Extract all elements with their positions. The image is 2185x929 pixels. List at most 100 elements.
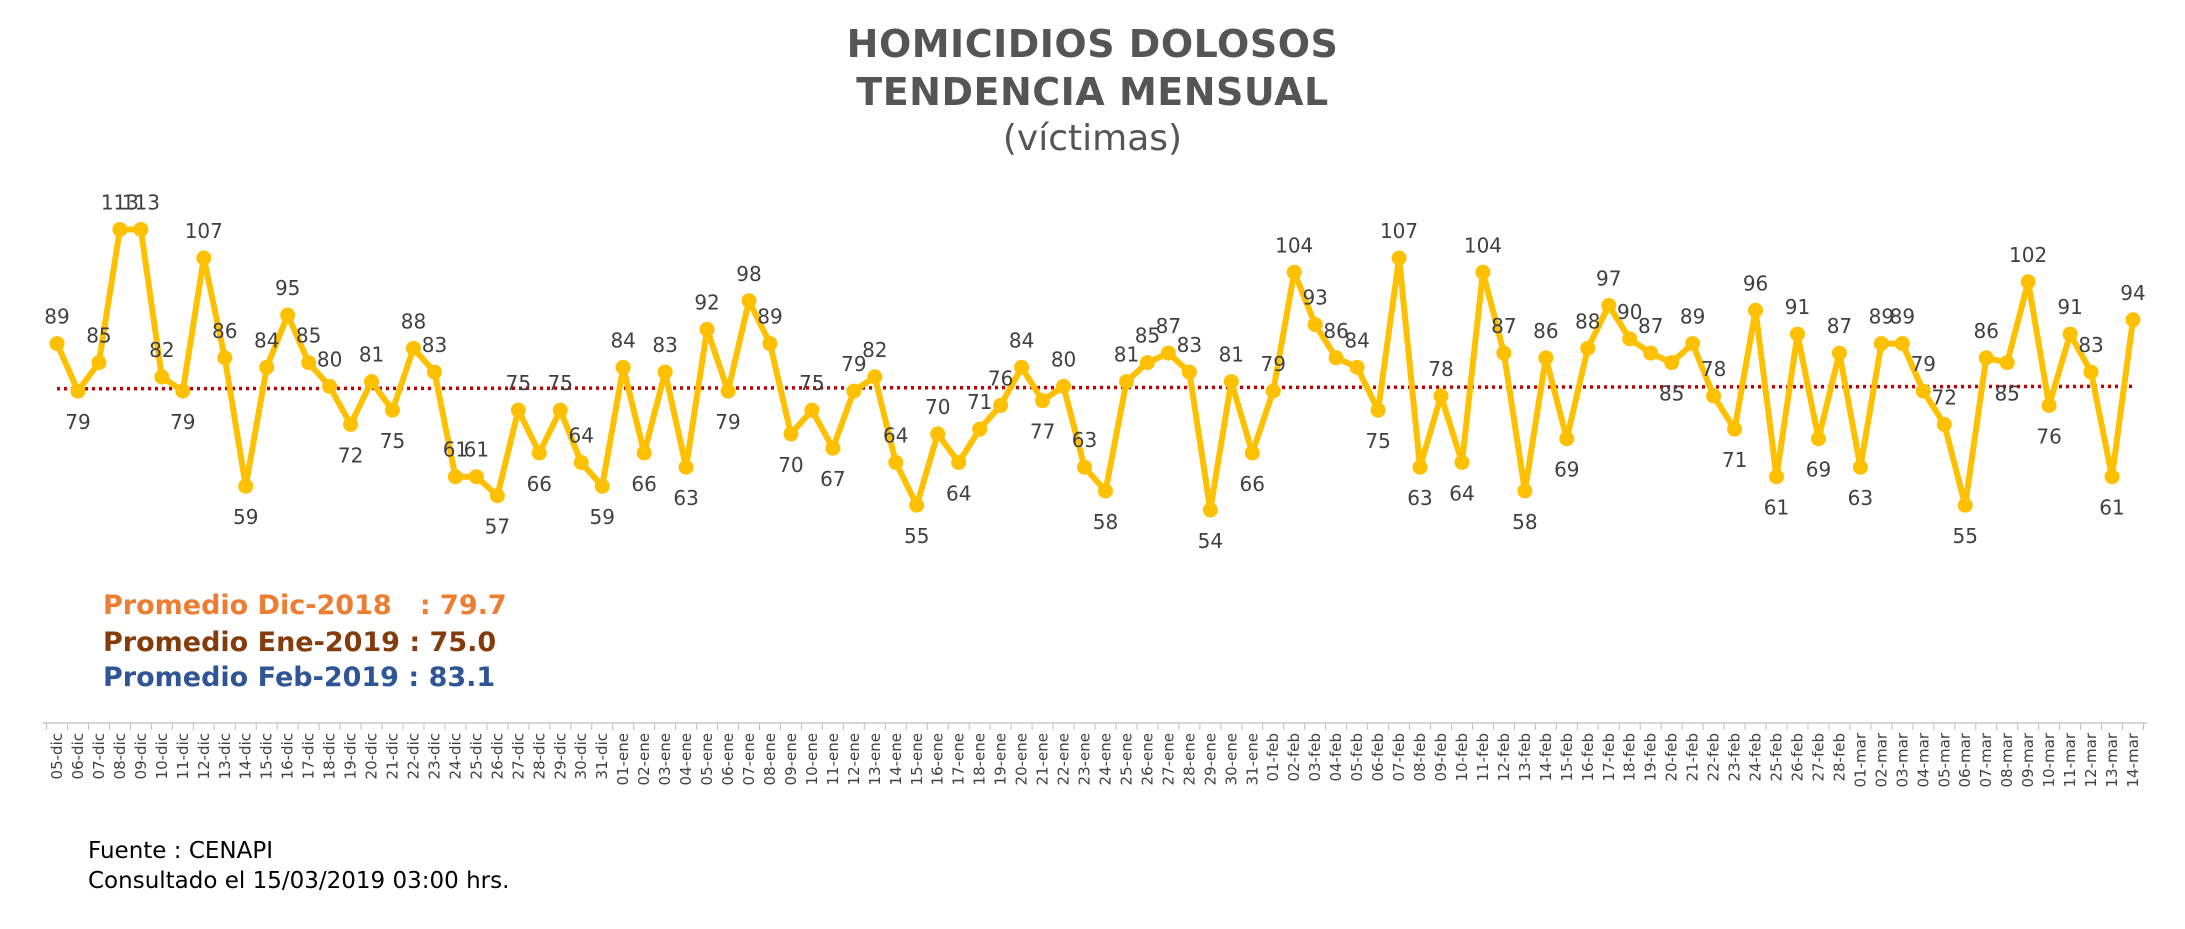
x-tick-label: 01-feb [1264, 733, 1282, 782]
data-label: 85 [296, 324, 321, 348]
x-tick-label: 23-dic [426, 733, 444, 779]
x-tick-label: 28-ene [1180, 733, 1198, 785]
data-label: 78 [1701, 357, 1726, 381]
data-label: 66 [527, 472, 552, 496]
data-point [2020, 274, 2036, 290]
data-label: 55 [904, 524, 929, 548]
x-tick-label: 12-ene [845, 733, 863, 785]
data-label: 91 [2057, 295, 2082, 319]
chart-subtitle: (víctimas) [1002, 118, 1183, 159]
x-tick-label: 28-dic [530, 733, 548, 779]
data-point [1999, 355, 2015, 371]
data-label: 86 [1323, 319, 1348, 343]
data-label: 81 [1219, 343, 1244, 367]
x-tick-label: 12-dic [195, 733, 213, 779]
x-tick-label: 11-feb [1474, 733, 1492, 782]
data-label: 59 [589, 505, 614, 529]
data-label: 107 [1380, 219, 1418, 243]
data-point [343, 416, 359, 432]
data-label: 69 [1806, 458, 1831, 482]
data-label: 87 [1156, 314, 1181, 338]
data-label: 69 [1554, 458, 1579, 482]
x-tick-label: 29-dic [551, 733, 569, 779]
data-point [867, 369, 883, 385]
data-point [1810, 431, 1826, 447]
data-point [1139, 355, 1155, 371]
data-point [1202, 502, 1218, 518]
data-point [1412, 459, 1428, 475]
data-point [783, 426, 799, 442]
data-label: 64 [883, 423, 908, 447]
data-label: 79 [170, 410, 195, 434]
x-tick-label: 10-mar [2040, 732, 2058, 787]
data-point [49, 336, 65, 352]
x-tick-label: 11-mar [2061, 732, 2079, 787]
data-label: 78 [1428, 357, 1453, 381]
x-tick-label: 04-ene [677, 733, 695, 785]
data-label: 84 [254, 328, 279, 352]
data-label: 79 [715, 410, 740, 434]
x-tick-label: 14-mar [2124, 732, 2142, 787]
data-label: 75 [506, 371, 531, 395]
data-point [1223, 374, 1239, 390]
data-label: 83 [652, 333, 677, 357]
data-point [1978, 350, 1994, 366]
data-label: 79 [1911, 352, 1936, 376]
x-tick-label: 13-mar [2103, 732, 2121, 787]
data-label: 61 [2099, 496, 2124, 520]
x-tick-label: 07-dic [90, 733, 108, 779]
data-point [2083, 364, 2099, 380]
data-label: 88 [401, 309, 426, 333]
data-label: 83 [1177, 333, 1202, 357]
x-tick-label: 04-mar [1914, 732, 1932, 787]
data-label: 63 [673, 486, 698, 510]
data-point [2062, 326, 2078, 342]
data-point [741, 293, 757, 309]
data-label: 86 [212, 319, 237, 343]
data-label: 80 [317, 347, 342, 371]
x-tick-label: 06-ene [719, 733, 737, 785]
data-label: 67 [820, 467, 845, 491]
x-tick-label: 30-dic [572, 733, 590, 779]
x-tick-label: 05-mar [1935, 732, 1953, 787]
x-tick-label: 21-dic [384, 733, 402, 779]
data-point [1685, 336, 1701, 352]
series-line [54, 226, 2136, 513]
data-point [594, 478, 610, 494]
data-label: 79 [65, 410, 90, 434]
data-point [762, 336, 778, 352]
data-point [1622, 331, 1638, 347]
data-point [951, 454, 967, 470]
data-label: 113 [101, 190, 139, 214]
x-tick-label: 22-dic [405, 733, 423, 779]
x-tick-label: 20-ene [1013, 733, 1031, 785]
x-tick-label: 29-ene [1201, 733, 1219, 785]
data-label: 72 [338, 443, 363, 467]
data-label: 75 [380, 429, 405, 453]
x-tick-label: 22-feb [1705, 733, 1723, 782]
data-point [1265, 383, 1281, 399]
data-point [2104, 469, 2120, 485]
data-point [1181, 364, 1197, 380]
data-point [510, 402, 526, 418]
data-point [993, 397, 1009, 413]
data-point [1748, 302, 1764, 318]
x-tick-label: 13-dic [216, 733, 234, 779]
data-label: 75 [799, 371, 824, 395]
data-label: 55 [1953, 524, 1978, 548]
data-point [846, 383, 862, 399]
x-tick-label: 05-ene [698, 733, 716, 785]
data-label: 61 [1764, 496, 1789, 520]
data-label: 86 [1533, 319, 1558, 343]
data-label: 83 [422, 333, 447, 357]
data-label: 58 [1512, 510, 1537, 534]
data-label: 75 [548, 371, 573, 395]
data-point [888, 454, 904, 470]
data-label: 72 [1932, 385, 1957, 409]
data-label: 113 [122, 190, 160, 214]
data-label: 104 [1464, 233, 1502, 257]
data-point [1370, 402, 1386, 418]
x-tick-label: 27-ene [1159, 733, 1177, 785]
x-tick-label: 10-ene [803, 733, 821, 785]
data-label: 94 [2120, 281, 2145, 305]
